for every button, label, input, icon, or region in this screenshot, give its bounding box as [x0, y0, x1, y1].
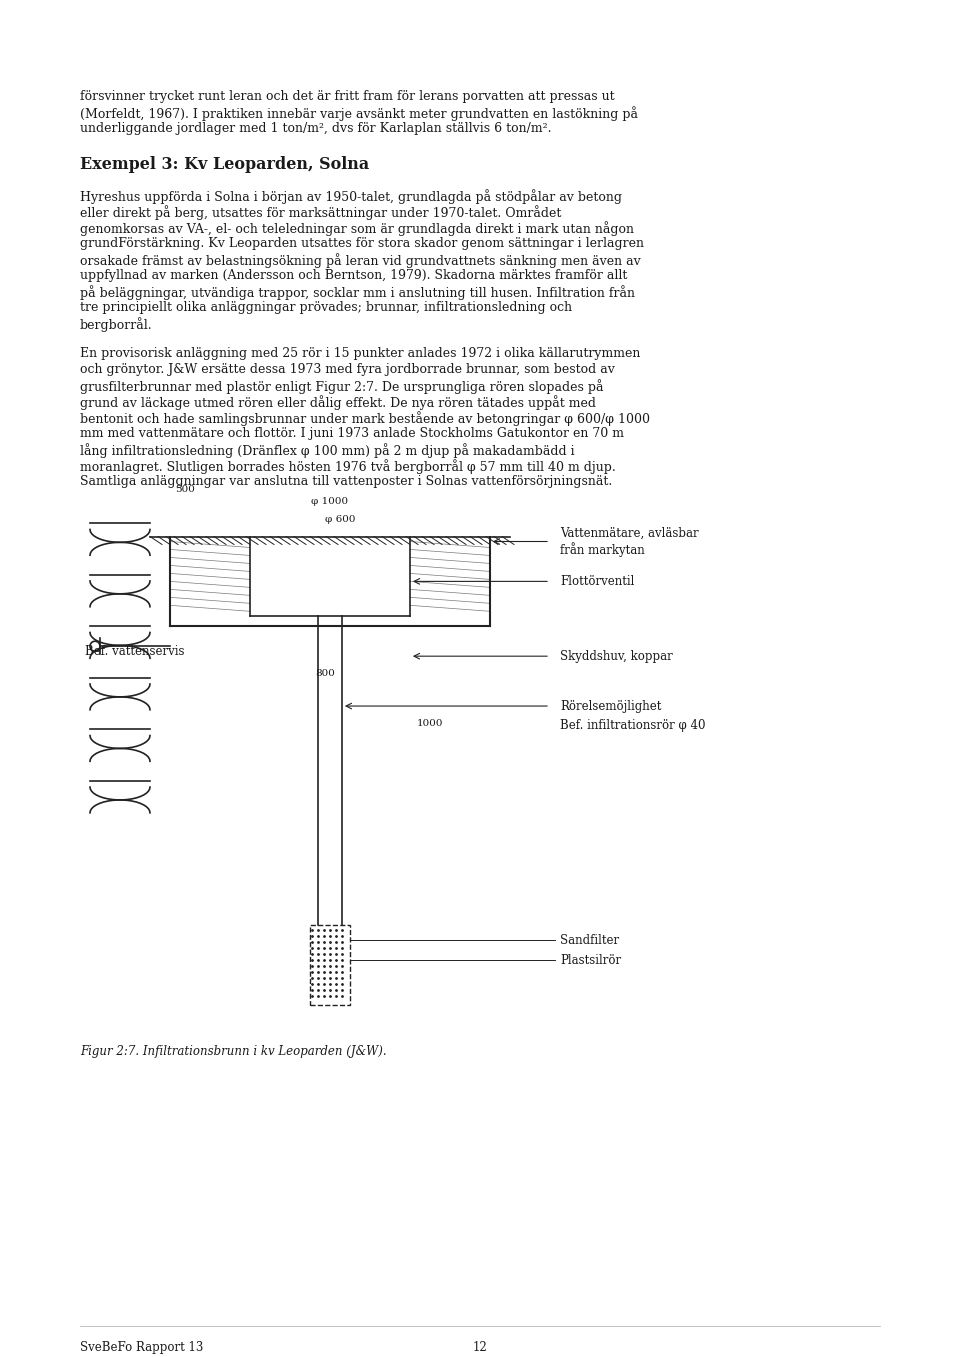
Text: moranlagret. Slutligen borrades hösten 1976 två bergborrål φ 57 mm till 40 m dju: moranlagret. Slutligen borrades hösten 1… — [80, 459, 615, 474]
Text: Sandfilter: Sandfilter — [560, 934, 619, 947]
Text: Samtliga anläggningar var anslutna till vattenposter i Solnas vattenförsörjnings: Samtliga anläggningar var anslutna till … — [80, 475, 612, 487]
Text: lång infiltrationsledning (Dränflex φ 100 mm) på 2 m djup på makadambädd i: lång infiltrationsledning (Dränflex φ 10… — [80, 442, 575, 457]
Text: mm med vattenmätare och flottör. I juni 1973 anlade Stockholms Gatukontor en 70 : mm med vattenmätare och flottör. I juni … — [80, 427, 624, 440]
Text: på beläggningar, utvändiga trappor, socklar mm i anslutning till husen. Infiltra: på beläggningar, utvändiga trappor, sock… — [80, 285, 635, 300]
Text: Bef. infiltrationsrör φ 40: Bef. infiltrationsrör φ 40 — [560, 719, 706, 733]
Text: orsakade främst av belastningsökning på leran vid grundvattnets sänkning men äve: orsakade främst av belastningsökning på … — [80, 254, 640, 269]
Text: grund av läckage utmed rören eller dålig effekt. De nya rören tätades uppåt med: grund av läckage utmed rören eller dålig… — [80, 395, 596, 410]
Text: grusfilterbrunnar med plastör enligt Figur 2:7. De ursprungliga rören slopades p: grusfilterbrunnar med plastör enligt Fig… — [80, 379, 604, 394]
Text: tre principiellt olika anläggningar prövades; brunnar, infiltrationsledning och: tre principiellt olika anläggningar pröv… — [80, 301, 572, 315]
Text: bergborrål.: bergborrål. — [80, 318, 153, 332]
Text: försvinner trycket runt leran och det är fritt fram för lerans porvatten att pre: försvinner trycket runt leran och det är… — [80, 90, 614, 103]
Text: Exempel 3: Kv Leoparden, Solna: Exempel 3: Kv Leoparden, Solna — [80, 156, 370, 172]
Text: underliggande jordlager med 1 ton/m², dvs för Karlaplan ställvis 6 ton/m².: underliggande jordlager med 1 ton/m², dv… — [80, 122, 551, 134]
Text: φ 600: φ 600 — [324, 514, 355, 524]
Text: SveBeFo Rapport 13: SveBeFo Rapport 13 — [80, 1341, 204, 1354]
Text: 500: 500 — [175, 484, 195, 494]
Text: Figur 2:7. Infiltrationsbrunn i kv Leoparden (J&W).: Figur 2:7. Infiltrationsbrunn i kv Leopa… — [80, 1045, 387, 1058]
Text: bentonit och hade samlingsbrunnar under mark bestående av betongringar φ 600/φ 1: bentonit och hade samlingsbrunnar under … — [80, 411, 650, 426]
Text: Plastsilrör: Plastsilrör — [560, 954, 621, 966]
Bar — [310, 925, 350, 1006]
Text: Flottörventil: Flottörventil — [560, 575, 635, 588]
Text: uppfyllnad av marken (Andersson och Berntson, 1979). Skadorna märktes framför al: uppfyllnad av marken (Andersson och Bern… — [80, 269, 628, 282]
Text: (Morfeldt, 1967). I praktiken innebär varje avsänkt meter grundvatten en lastökn: (Morfeldt, 1967). I praktiken innebär va… — [80, 106, 638, 121]
Text: genomkorsas av VA-, el- och teleledningar som är grundlagda direkt i mark utan n: genomkorsas av VA-, el- och teleledninga… — [80, 221, 634, 236]
Text: 12: 12 — [472, 1341, 488, 1354]
Text: φ 1000: φ 1000 — [311, 497, 348, 506]
Text: Hyreshus uppförda i Solna i början av 1950-talet, grundlagda på stödpålar av bet: Hyreshus uppförda i Solna i början av 19… — [80, 190, 622, 205]
Text: En provisorisk anläggning med 25 rör i 15 punkter anlades 1972 i olika källarutr: En provisorisk anläggning med 25 rör i 1… — [80, 347, 640, 360]
Text: 1000: 1000 — [417, 719, 444, 727]
Text: grundFörstärkning. Kv Leoparden utsattes för stora skador genom sättningar i ler: grundFörstärkning. Kv Leoparden utsattes… — [80, 237, 644, 250]
Text: 800: 800 — [315, 669, 335, 678]
Text: Bef. vattenservis: Bef. vattenservis — [85, 645, 184, 658]
Text: Rörelsemöjlighet: Rörelsemöjlighet — [560, 700, 661, 712]
Text: och grönytor. J&W ersätte dessa 1973 med fyra jordborrade brunnar, som bestod av: och grönytor. J&W ersätte dessa 1973 med… — [80, 362, 614, 376]
Text: eller direkt på berg, utsattes för marksättningar under 1970-talet. Området: eller direkt på berg, utsattes för marks… — [80, 205, 562, 220]
Text: Skyddshuv, koppar: Skyddshuv, koppar — [560, 650, 673, 662]
Text: Vattenmätare, avläsbar
från markytan: Vattenmätare, avläsbar från markytan — [560, 527, 699, 556]
